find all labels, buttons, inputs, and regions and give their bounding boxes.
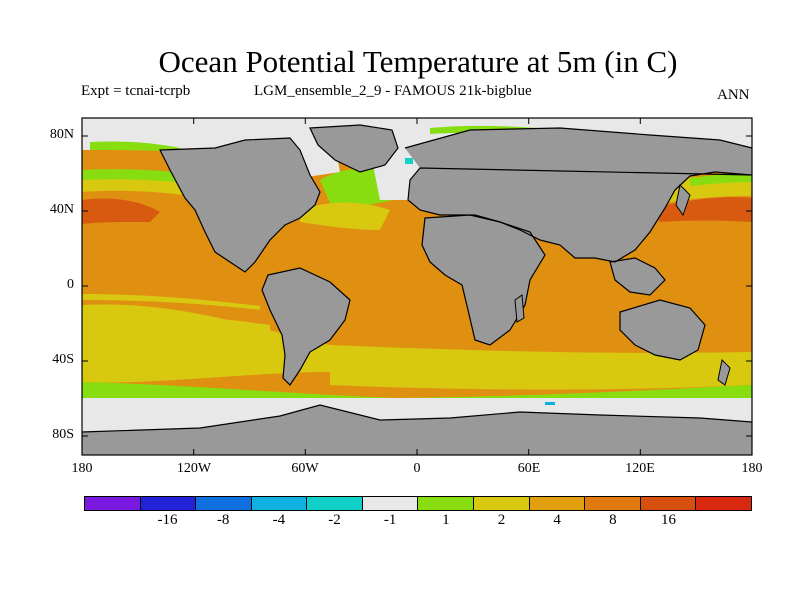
lon-tick-label: 120W <box>176 461 212 476</box>
map-panel <box>81 117 753 456</box>
north-america-land <box>160 138 320 272</box>
lon-tick-label: 60W <box>291 461 319 476</box>
colorbar-segment <box>307 497 363 510</box>
atlantic-yellow <box>300 202 390 230</box>
colorbar-segment <box>529 497 586 510</box>
lon-tick-label: 0 <box>413 461 421 476</box>
coastline-greenland <box>309 124 399 173</box>
lon-tick-label: 120E <box>625 461 655 476</box>
pacific-yellow-streak <box>82 294 260 310</box>
lon-tick-label: 180 <box>71 461 93 476</box>
lon-tick-label: 60E <box>517 461 541 476</box>
lat-tick-label: 80S <box>52 427 74 442</box>
colorbar-label: 2 <box>497 512 506 528</box>
lat-tick-label: 0 <box>67 277 74 292</box>
period-label: ANN <box>717 87 750 103</box>
southern-cyan <box>545 402 555 405</box>
axis-ticks <box>81 118 753 455</box>
colorbar-segment <box>251 497 308 510</box>
colorbar-label: -16 <box>157 512 178 528</box>
arctic-green-strip <box>90 141 180 152</box>
colorbar-segment <box>474 497 530 510</box>
colorbar-segment <box>696 497 751 510</box>
colorbar-label: -8 <box>216 512 230 528</box>
colorbar-segment <box>640 497 697 510</box>
colorbar-segment <box>362 497 419 510</box>
coastline-australia <box>619 299 706 361</box>
coastline-new-zealand <box>717 358 731 386</box>
colorbar-label: -2 <box>328 512 341 528</box>
colorbar-label: -1 <box>383 512 397 528</box>
colorbar-segment <box>85 497 141 510</box>
colorbar-label: 4 <box>553 512 561 528</box>
lon-tick-label: 180 <box>741 461 763 476</box>
run-label: LGM_ensemble_2_9 - FAMOUS 21k-bigblue <box>254 83 532 99</box>
coastline-japan <box>675 183 691 217</box>
colorbar-segment <box>196 497 252 510</box>
coastline-seasia <box>609 257 666 296</box>
lat-tick-label: 80N <box>49 127 74 142</box>
west-pacific-green <box>690 173 752 186</box>
north-pacific-yellow <box>82 177 190 196</box>
colorbar <box>84 496 752 511</box>
plot-title: Ocean Potential Temperature at 5m (in C) <box>158 44 678 79</box>
australia-land <box>620 300 705 360</box>
experiment-label: Expt = tcnai-tcrpb <box>81 83 191 99</box>
southern-green-band <box>82 382 752 403</box>
colorbar-segment <box>418 497 475 510</box>
coastline-madagascar <box>514 294 525 323</box>
equatorial-yellow-band <box>82 314 270 332</box>
lat-tick-label: 40N <box>49 202 74 217</box>
seasia-land <box>610 258 665 295</box>
coastline-north-america <box>159 137 321 273</box>
south-america-land <box>262 268 350 385</box>
coastline-eurasia <box>404 127 753 263</box>
kuroshio-darkorange <box>650 197 752 222</box>
colorbar-segment <box>140 497 197 510</box>
lat-tick-label: 40S <box>52 352 74 367</box>
antarctica-land <box>82 405 752 455</box>
colorbar-label: -4 <box>272 512 286 528</box>
colorbar-label: 8 <box>609 512 617 528</box>
coastline-africa <box>421 214 546 346</box>
labrador-cyan <box>405 158 413 164</box>
north-pacific-darkorange <box>82 198 160 224</box>
greenland-land <box>310 125 398 172</box>
coastline-antarctica <box>81 404 753 433</box>
colorbar-segment <box>585 497 641 510</box>
colorbar-label: 16 <box>661 512 676 528</box>
eurasia-land <box>405 128 752 262</box>
coastline-south-america <box>261 267 351 386</box>
colorbar-label: 1 <box>442 512 450 528</box>
southern-yellow-band-2 <box>330 345 752 390</box>
africa-land <box>422 215 545 345</box>
